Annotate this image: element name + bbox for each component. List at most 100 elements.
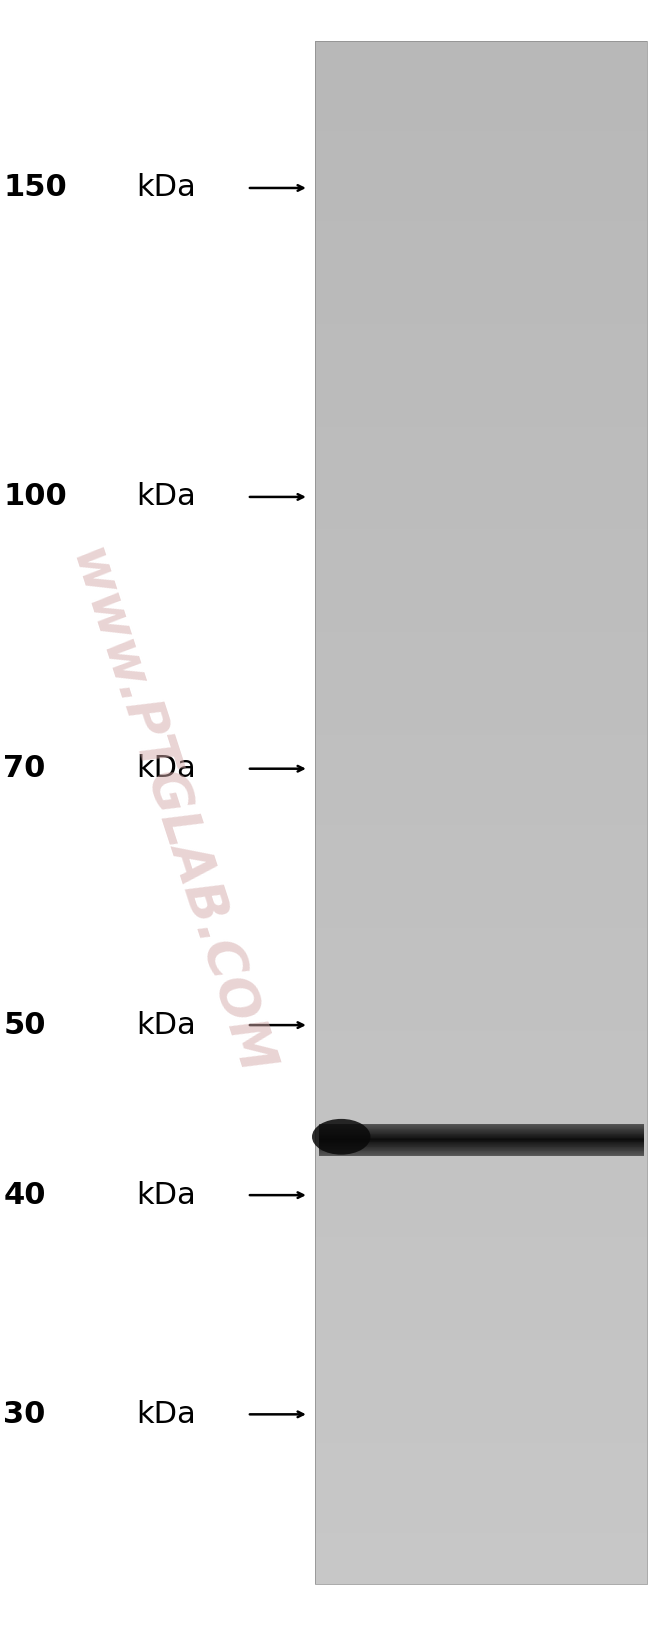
Bar (315, 1315, 647, 1328)
Bar (315, 1056, 647, 1069)
Bar (315, 915, 647, 928)
Bar (315, 723, 647, 734)
Bar (315, 993, 647, 1006)
Bar (315, 774, 647, 786)
Bar (315, 93, 647, 106)
Bar (315, 902, 647, 915)
Bar (315, 1495, 647, 1508)
Bar (315, 1519, 647, 1532)
Bar (315, 284, 647, 297)
Bar (315, 569, 647, 580)
Bar (315, 1302, 647, 1315)
Bar (315, 748, 647, 760)
Bar (315, 1276, 647, 1289)
Bar (315, 247, 647, 260)
Bar (315, 1121, 647, 1134)
Bar (315, 260, 647, 271)
Text: www.PTGLAB.COM: www.PTGLAB.COM (59, 543, 279, 1082)
Bar (315, 619, 647, 632)
Bar (315, 54, 647, 67)
Bar (315, 1250, 647, 1263)
Bar (315, 1224, 647, 1237)
Bar (315, 517, 647, 530)
Bar (315, 1482, 647, 1495)
Text: kDa: kDa (136, 483, 196, 512)
Bar (315, 632, 647, 645)
Bar (315, 491, 647, 504)
Bar (315, 67, 647, 80)
Bar (315, 1365, 647, 1378)
Bar (315, 426, 647, 439)
Bar (315, 543, 647, 556)
Bar (315, 221, 647, 234)
Text: kDa: kDa (136, 1399, 196, 1428)
Bar (315, 1211, 647, 1224)
Bar (315, 182, 647, 195)
Bar (315, 1019, 647, 1032)
Bar (315, 439, 647, 452)
Bar (315, 760, 647, 773)
Bar (315, 1508, 647, 1519)
Bar (315, 671, 647, 684)
Bar (315, 208, 647, 221)
Bar (315, 1378, 647, 1391)
Bar (315, 414, 647, 426)
Bar (315, 323, 647, 336)
Bar (315, 684, 647, 697)
Bar (315, 465, 647, 478)
Bar (315, 297, 647, 310)
Bar (315, 1108, 647, 1121)
Text: 150: 150 (3, 174, 67, 203)
Bar (315, 1082, 647, 1095)
Bar (315, 504, 647, 517)
Bar (315, 349, 647, 362)
Bar (315, 878, 647, 891)
Bar (315, 1289, 647, 1302)
Bar (315, 1069, 647, 1082)
Ellipse shape (312, 1120, 370, 1155)
Text: 30: 30 (3, 1399, 46, 1428)
Bar (315, 710, 647, 723)
Bar (315, 169, 647, 182)
Bar (315, 310, 647, 323)
Bar (315, 1328, 647, 1341)
Bar (315, 812, 647, 826)
Bar (315, 967, 647, 980)
Bar (315, 1134, 647, 1147)
Bar (315, 375, 647, 388)
Bar (315, 1341, 647, 1352)
Text: 70: 70 (3, 754, 46, 783)
Text: 100: 100 (3, 483, 67, 512)
Bar (315, 130, 647, 143)
Bar (315, 658, 647, 671)
Bar (315, 1352, 647, 1365)
Bar (315, 1263, 647, 1276)
Bar (315, 106, 647, 119)
Bar (315, 388, 647, 401)
Bar (315, 1404, 647, 1417)
Bar (315, 1430, 647, 1443)
Bar (315, 1558, 647, 1571)
Bar (315, 928, 647, 941)
Bar (315, 954, 647, 967)
Text: kDa: kDa (136, 1011, 196, 1040)
Bar (315, 606, 647, 619)
Bar (315, 1186, 647, 1199)
Bar (315, 1032, 647, 1043)
Bar (315, 838, 647, 852)
Text: kDa: kDa (136, 754, 196, 783)
Bar (315, 41, 647, 54)
Bar (315, 336, 647, 349)
Bar (315, 1173, 647, 1186)
Bar (315, 1545, 647, 1558)
Bar (315, 119, 647, 130)
Bar (315, 401, 647, 414)
Bar (315, 1147, 647, 1160)
Bar (315, 1095, 647, 1108)
Bar (315, 1456, 647, 1469)
Bar (315, 1417, 647, 1430)
Bar (315, 593, 647, 606)
Bar (315, 697, 647, 710)
Bar (315, 452, 647, 465)
Bar (315, 478, 647, 491)
